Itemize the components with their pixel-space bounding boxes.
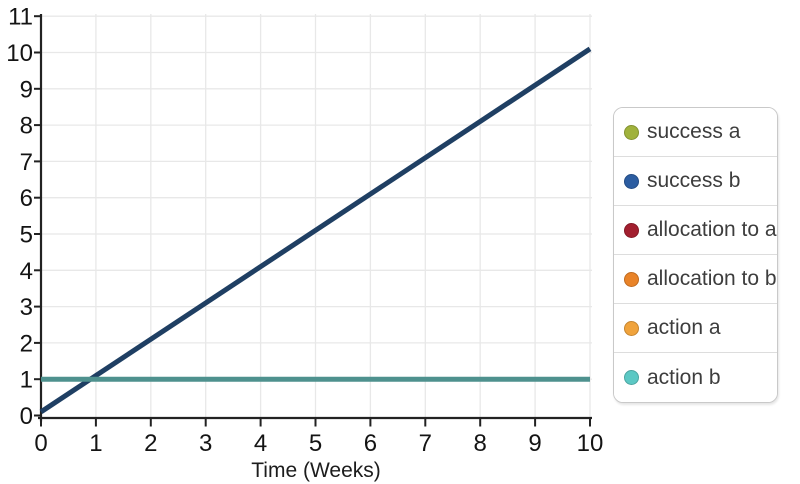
legend-item-label: success a	[647, 120, 741, 143]
tick-labels: 0 1 2 3 4 5 6 7 8 9 10 0 1 2 3 4 5 6 7 8 9 10 11	[6, 4, 603, 457]
legend-dot-action-b	[624, 370, 639, 385]
legend: success a success b allocation to a allocat…	[613, 107, 778, 403]
series-lines	[39, 46, 592, 414]
legend-item-success-a: success a	[614, 108, 777, 157]
y-tick-label: 6	[20, 185, 33, 212]
x-tick-label: 1	[89, 430, 102, 457]
y-tick-label: 8	[20, 113, 33, 140]
y-tick-label: 0	[20, 403, 33, 430]
legend-item-allocation-to-b: allocation to b	[614, 255, 777, 304]
tick-marks	[34, 15, 591, 427]
legend-item-allocation-to-a: allocation to a	[614, 206, 777, 255]
y-tick-label: 3	[20, 294, 33, 321]
legend-item-label: allocation to a	[647, 218, 777, 241]
legend-item-label: action a	[647, 316, 721, 339]
series-line-success-b	[39, 46, 592, 414]
x-tick-label: 2	[144, 430, 157, 457]
x-tick-label: 4	[254, 430, 267, 457]
x-tick-label: 9	[528, 430, 541, 457]
y-tick-label: 4	[20, 258, 33, 285]
legend-item-label: allocation to b	[647, 267, 777, 290]
legend-item-label: action b	[647, 365, 721, 389]
legend-dot-allocation-to-b	[624, 271, 639, 287]
y-tick-label: 9	[20, 76, 33, 103]
y-tick-label: 1	[20, 367, 33, 394]
legend-item-action-b: action b	[614, 353, 777, 402]
legend-dot-action-a	[624, 320, 639, 336]
x-tick-label: 10	[577, 430, 604, 457]
y-tick-label: 5	[20, 222, 33, 249]
x-axis-title: Time (Weeks)	[251, 459, 381, 482]
legend-dot-success-b	[624, 173, 639, 189]
axes	[38, 14, 592, 422]
x-tick-label: 3	[199, 430, 212, 457]
x-tick-label: 0	[34, 430, 47, 457]
x-tick-label: 6	[364, 430, 377, 457]
y-tick-label: 10	[6, 40, 33, 67]
legend-dot-success-a	[624, 124, 639, 140]
y-tick-label: 7	[20, 149, 33, 176]
x-tick-label: 8	[474, 430, 487, 457]
x-tick-label: 7	[419, 430, 432, 457]
legend-dot-allocation-to-a	[624, 222, 639, 238]
legend-item-success-b: success b	[614, 157, 777, 206]
y-tick-label: 2	[20, 330, 33, 357]
legend-item-action-a: action a	[614, 304, 777, 353]
legend-item-label: success b	[647, 169, 741, 192]
y-tick-label: 11	[8, 4, 33, 31]
x-tick-label: 5	[309, 430, 322, 457]
